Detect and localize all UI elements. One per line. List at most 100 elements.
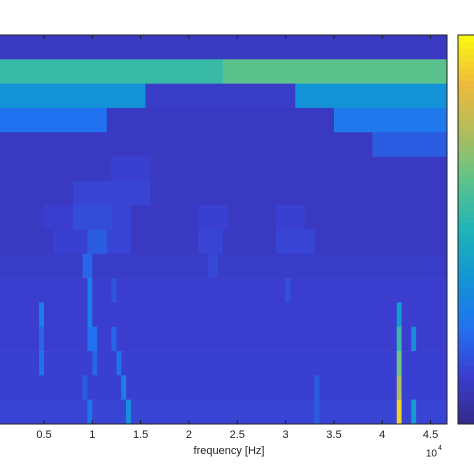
heat-cell [0, 35, 448, 60]
heat-cell [290, 278, 448, 303]
colorbar-step [458, 93, 474, 101]
heat-cell [222, 229, 277, 255]
heat-cell [92, 302, 398, 328]
heat-cell [111, 205, 132, 230]
heat-cell [314, 375, 320, 400]
colorbar-step [458, 210, 474, 217]
heat-cell [43, 302, 88, 328]
colorbar-step [458, 35, 474, 42]
heat-cell [87, 399, 93, 425]
heat-cell [0, 351, 40, 376]
heat-cell [116, 278, 286, 303]
heat-cell [0, 205, 45, 230]
colorbar-step [458, 132, 474, 140]
heat-cell [87, 375, 122, 400]
colorbar-step [458, 326, 474, 334]
heat-cell [0, 229, 54, 255]
colorbar-frame [457, 34, 474, 425]
heat-cell [111, 278, 117, 303]
heat-cell [396, 375, 402, 400]
heat-cell [130, 399, 315, 425]
heat-cell [208, 253, 219, 279]
colorbar-step [458, 223, 474, 230]
heat-cell [106, 229, 132, 255]
colorbar-step [458, 268, 474, 276]
heat-cell [116, 326, 398, 352]
colorbar-step [458, 300, 474, 308]
heat-cell [39, 351, 45, 376]
colorbar-step [458, 54, 474, 62]
heat-cell [222, 59, 448, 84]
heat-cell [0, 375, 83, 400]
heat-cell [198, 229, 224, 255]
heat-cell [126, 375, 315, 400]
heat-cell [372, 132, 448, 157]
colorbar-step [458, 177, 474, 185]
colorbar-step [458, 274, 474, 282]
x-tick-label: 4.5 [423, 429, 438, 441]
heat-cell [97, 326, 112, 352]
x-tick-label: 0.5 [36, 429, 51, 441]
heat-cell [87, 302, 93, 328]
heat-cell [198, 205, 228, 230]
colorbar-step [458, 320, 474, 328]
heat-cell [0, 253, 83, 279]
colorbar-step [458, 86, 474, 94]
heat-cell [39, 302, 45, 328]
heat-cell [106, 107, 335, 133]
heat-cell [116, 351, 122, 376]
heat-cell [401, 351, 448, 376]
heat-cell [0, 302, 40, 328]
heat-cell [401, 326, 412, 352]
x-axis-label: frequency [Hz] [194, 445, 265, 457]
colorbar-step [458, 80, 474, 88]
heat-cell [411, 326, 417, 352]
colorbar-step [458, 365, 474, 373]
heat-cell [0, 83, 146, 109]
colorbar-step [458, 385, 474, 392]
colorbar-step [458, 171, 474, 179]
colorbar-step [458, 106, 474, 114]
heat-cell [285, 278, 291, 303]
colorbar-step [458, 404, 474, 412]
heat-cell [97, 351, 117, 376]
colorbar-step [458, 151, 474, 159]
heat-cell [82, 253, 93, 279]
x-tick-label: 1.5 [133, 429, 148, 441]
colorbar-step [458, 158, 474, 166]
colorbar-step [458, 60, 474, 68]
colorbar-step [458, 235, 474, 243]
heat-cell [111, 156, 151, 182]
colorbar-step [458, 398, 474, 405]
colorbar-step [458, 352, 474, 360]
heat-cell [145, 83, 296, 109]
heat-cell [72, 205, 112, 230]
heat-cell [150, 180, 448, 206]
heat-cell [227, 205, 277, 230]
colorbar-step [458, 307, 474, 315]
heat-cell [82, 375, 88, 400]
heat-cell [0, 132, 373, 157]
colorbar-step [458, 99, 474, 107]
colorbar-step [458, 294, 474, 302]
colorbar-step [458, 229, 474, 237]
heat-cell [396, 326, 402, 352]
heat-cell [92, 399, 127, 425]
heat-cell [0, 107, 108, 133]
heat-cell [0, 278, 88, 303]
colorbar-step [458, 138, 474, 146]
heat-cell [396, 302, 402, 328]
colorbar-step [458, 112, 474, 120]
heat-cell [39, 326, 45, 352]
heat-cell [0, 326, 40, 352]
colorbar-step [458, 248, 474, 256]
colorbar-step [458, 164, 474, 172]
heat-cell [87, 326, 98, 352]
heat-cell [319, 375, 398, 400]
heat-cell [150, 156, 448, 182]
colorbar-step [458, 47, 474, 55]
x-tick-label: 2.5 [230, 429, 245, 441]
colorbar-step [458, 333, 474, 341]
heat-cell [396, 351, 402, 376]
